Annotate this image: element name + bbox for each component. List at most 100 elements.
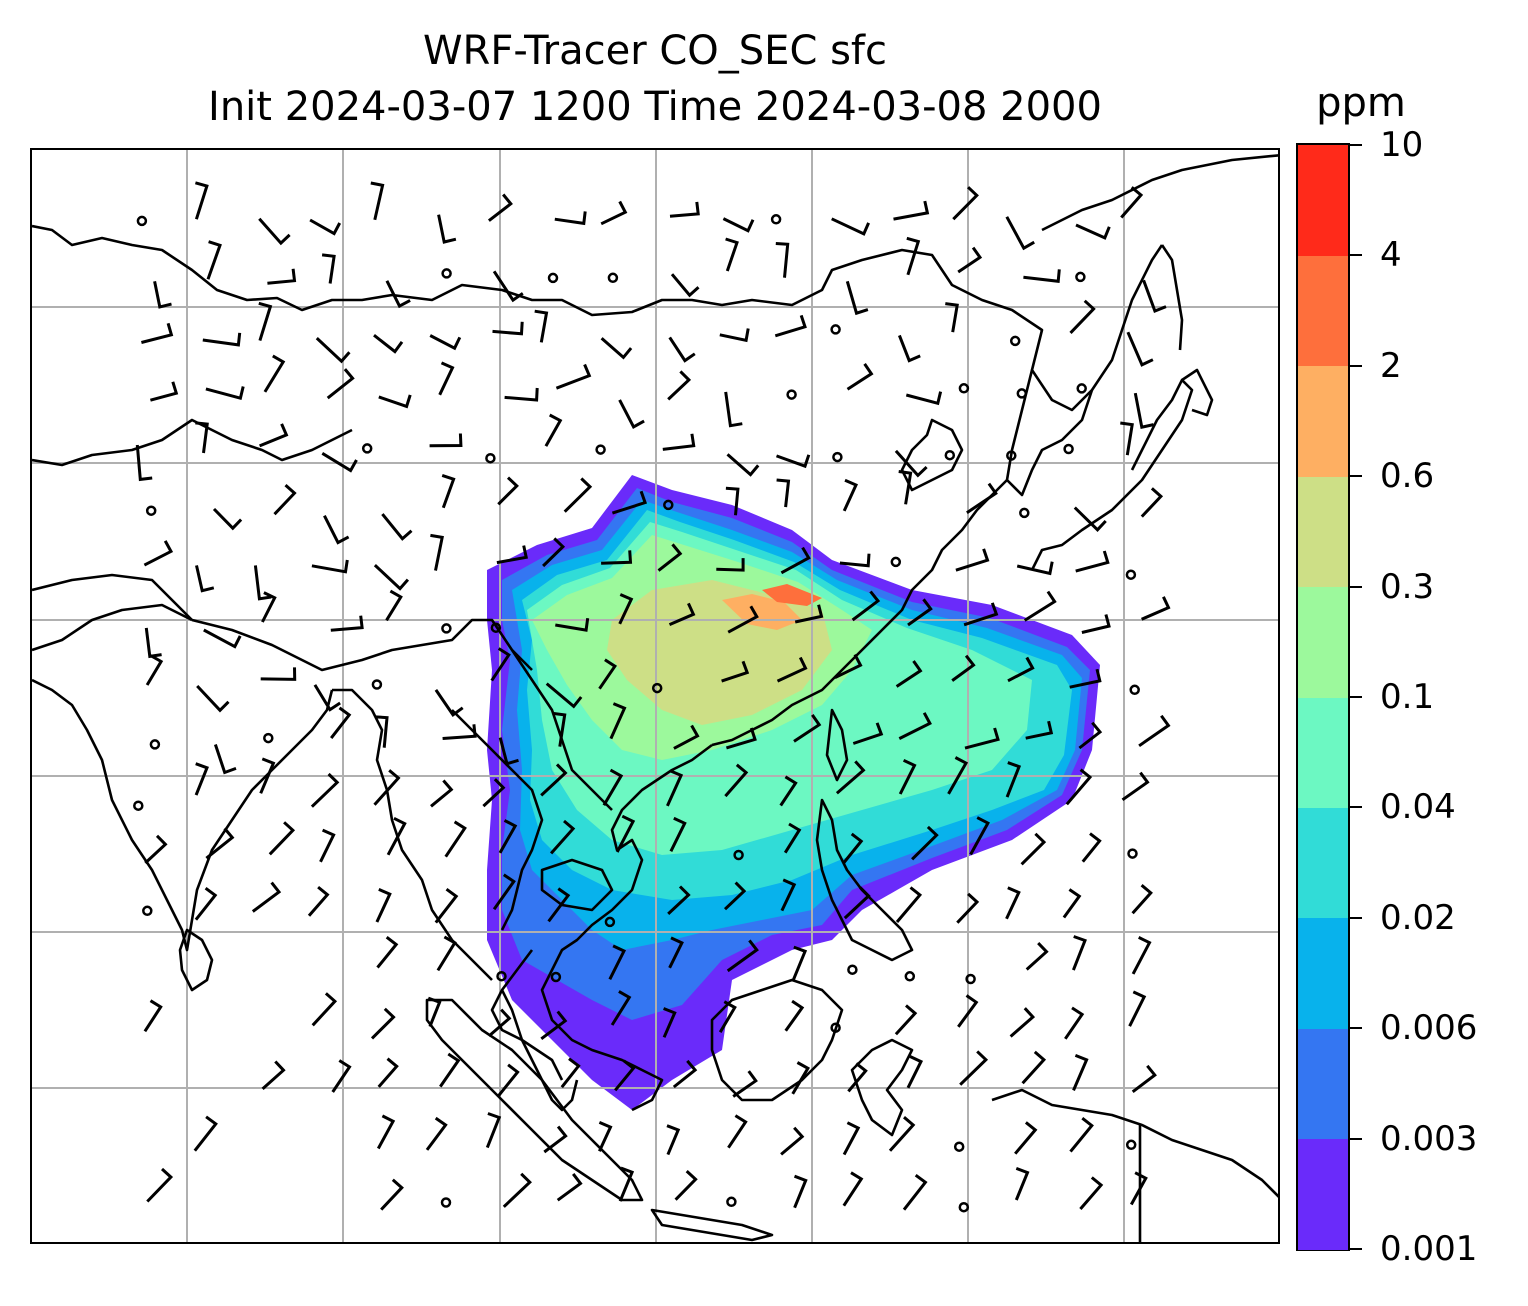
wind-barb (831, 217, 870, 236)
wind-barb (150, 381, 179, 402)
coast-northeast (1041, 154, 1278, 232)
wind-barb (430, 779, 454, 808)
wind-barb (1021, 1050, 1047, 1085)
wind-barb (957, 246, 983, 274)
wind-barb (1075, 223, 1111, 240)
wind-barb (842, 478, 859, 512)
wind-barb (311, 992, 338, 1027)
colorbar-segment (1298, 807, 1348, 919)
calm-marker (263, 732, 274, 744)
wind-barb (893, 200, 930, 221)
wind-barb (444, 820, 467, 858)
wind-barb (776, 656, 808, 683)
wind-barb (556, 1172, 583, 1202)
colorbar-segment (1298, 476, 1348, 588)
wind-barb (851, 590, 881, 622)
calm-marker (490, 622, 502, 633)
wind-barb (662, 1007, 677, 1038)
calm-marker (890, 556, 902, 568)
wind-barb (560, 1057, 581, 1089)
wind-barb (542, 537, 566, 568)
wind-barb (146, 1167, 174, 1203)
wind-barb (386, 816, 407, 856)
wind-barb (724, 763, 749, 798)
wind-barb (540, 1010, 568, 1041)
wind-barb (718, 1000, 737, 1033)
wind-barb (1138, 714, 1171, 748)
calm-marker (361, 443, 373, 454)
border-pakistan (32, 603, 193, 652)
wind-barb (845, 280, 869, 316)
wind-barb (1025, 720, 1054, 740)
wind-barb (618, 1166, 635, 1202)
wind-barb (1126, 331, 1154, 367)
wind-barb (834, 653, 863, 680)
wind-barb (547, 887, 571, 923)
wind-barb (378, 394, 412, 409)
wind-barb (376, 936, 399, 969)
wind-barb (554, 211, 587, 226)
calm-marker (1063, 443, 1074, 455)
wind-barb (498, 737, 519, 766)
calm-marker (651, 682, 663, 694)
calm-marker (604, 916, 616, 928)
colorbar-tick (1350, 1137, 1362, 1140)
wind-barb (956, 892, 980, 924)
wind-barb (310, 772, 340, 808)
wind-barb (888, 1116, 916, 1152)
wind-barbs (135, 181, 1171, 1211)
wind-barb (1069, 668, 1102, 689)
wind-barb (195, 421, 209, 454)
calm-marker (1127, 848, 1138, 859)
wind-barb (427, 996, 442, 1028)
wind-barb (852, 722, 884, 745)
wind-barb (374, 715, 389, 748)
calm-marker (133, 800, 144, 811)
border-north (32, 224, 1164, 412)
wind-barb (1023, 590, 1057, 622)
wind-barb (1140, 487, 1164, 518)
wind-barb (902, 1173, 928, 1211)
wind-barb (779, 775, 798, 807)
colorbar-segment (1298, 145, 1348, 256)
map-subtitle: Init 2024-03-07 1200 Time 2024-03-08 200… (208, 84, 1102, 130)
colorbar-tick (1350, 585, 1362, 588)
wind-barb (1020, 832, 1047, 866)
wind-barb (674, 1169, 698, 1201)
wind-barb (794, 604, 824, 624)
wind-barb (906, 236, 921, 276)
tracer-level-2 (762, 584, 822, 606)
coast-java (650, 1208, 774, 1242)
wind-barb (906, 1055, 924, 1089)
wind-barb (966, 482, 998, 514)
wind-barb (261, 1060, 286, 1091)
wind-barb (774, 314, 807, 338)
wind-barb (791, 1061, 810, 1095)
wind-barb (370, 181, 385, 221)
wind-barb (611, 490, 648, 515)
wind-barb (609, 702, 627, 740)
wind-barb (618, 593, 634, 625)
wind-barb (1141, 596, 1171, 621)
wind-barb (492, 321, 524, 336)
wind-barb (911, 825, 939, 861)
wind-barb (673, 724, 700, 750)
wind-barb (1062, 888, 1082, 919)
wind-barb (381, 513, 413, 541)
colorbar-tick (1350, 1248, 1362, 1250)
wind-barb (667, 885, 691, 915)
coastlines (32, 154, 1278, 1242)
wind-barb (429, 433, 463, 448)
wind-barb (1073, 506, 1107, 532)
colorbar (1296, 143, 1350, 1251)
coast-china-east (711, 479, 1008, 747)
wind-barb (202, 332, 242, 347)
wind-barb (143, 999, 163, 1033)
wind-barb (725, 727, 757, 750)
wind-barb (657, 543, 683, 572)
calm-marker (1009, 335, 1021, 347)
wind-barb (600, 200, 628, 226)
wind-barb (549, 819, 576, 855)
wind-barb (894, 449, 928, 478)
wind-barb (716, 558, 745, 572)
